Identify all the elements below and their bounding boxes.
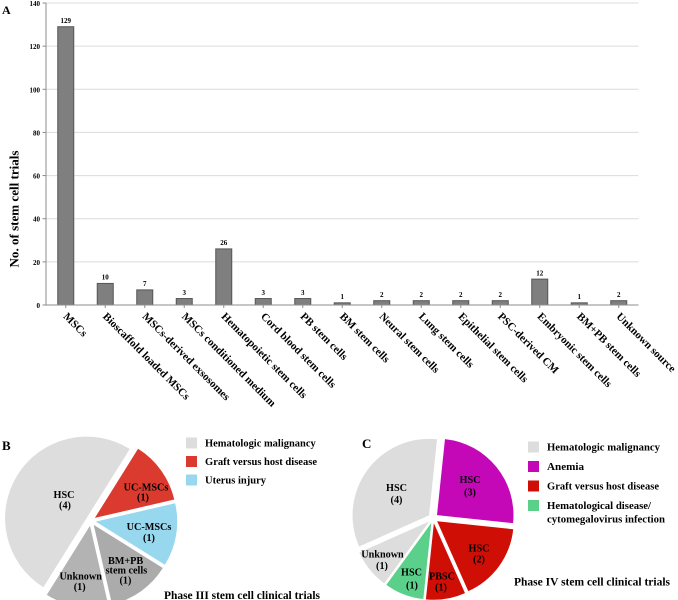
svg-text:(1): (1): [435, 582, 447, 593]
svg-text:(1): (1): [74, 582, 86, 593]
svg-text:120: 120: [30, 43, 41, 51]
svg-text:2: 2: [420, 291, 424, 299]
svg-text:(3): (3): [464, 487, 476, 498]
svg-text:2: 2: [499, 291, 503, 299]
svg-text:Phase IV stem cell clinical tr: Phase IV stem cell clinical trials: [514, 575, 670, 589]
svg-text:UC-MSCs: UC-MSCs: [127, 522, 172, 533]
svg-text:A: A: [2, 3, 11, 17]
svg-text:Graft versus host disease: Graft versus host disease: [547, 482, 659, 493]
svg-text:20: 20: [33, 259, 41, 267]
svg-text:HSC: HSC: [401, 567, 422, 578]
svg-text:1: 1: [341, 293, 345, 301]
svg-text:(1): (1): [143, 533, 155, 544]
svg-text:3: 3: [262, 289, 266, 297]
svg-text:0: 0: [37, 302, 41, 310]
svg-text:HSC: HSC: [386, 483, 407, 494]
svg-text:2: 2: [617, 291, 621, 299]
svg-text:HSC: HSC: [54, 490, 75, 501]
svg-text:80: 80: [33, 129, 41, 137]
svg-text:2: 2: [459, 291, 463, 299]
svg-text:100: 100: [30, 86, 41, 94]
svg-text:cytomegalovirus infection: cytomegalovirus infection: [547, 515, 665, 526]
svg-text:129: 129: [61, 17, 72, 25]
svg-text:stem cells: stem cells: [106, 566, 148, 577]
svg-text:HSC: HSC: [460, 475, 481, 486]
svg-text:Hematologic malignancy: Hematologic malignancy: [205, 439, 316, 450]
svg-text:3: 3: [183, 289, 187, 297]
svg-text:2: 2: [380, 291, 384, 299]
svg-text:PBSC: PBSC: [429, 571, 455, 582]
svg-text:10: 10: [102, 274, 110, 282]
svg-text:60: 60: [33, 173, 41, 181]
svg-text:(1): (1): [406, 580, 418, 591]
svg-text:C: C: [362, 436, 371, 451]
svg-text:Graft versus host disease: Graft versus host disease: [205, 457, 317, 468]
svg-text:HSC: HSC: [469, 543, 490, 554]
svg-text:140: 140: [30, 0, 41, 8]
svg-text:Anemia: Anemia: [547, 462, 585, 473]
svg-text:7: 7: [143, 280, 147, 288]
svg-text:Unknown: Unknown: [361, 549, 404, 560]
svg-text:26: 26: [220, 239, 228, 247]
svg-text:UC-MSCs: UC-MSCs: [124, 482, 169, 493]
svg-text:No. of stem cell trials: No. of stem cell trials: [7, 151, 22, 268]
svg-text:1: 1: [578, 293, 582, 301]
svg-text:(2): (2): [473, 554, 485, 565]
svg-text:(1): (1): [376, 561, 388, 572]
svg-text:40: 40: [33, 216, 41, 224]
svg-text:(1): (1): [137, 492, 149, 503]
svg-text:Hematologic malignancy: Hematologic malignancy: [547, 443, 661, 454]
svg-text:Uterus injury: Uterus injury: [205, 476, 267, 487]
svg-text:Hematological disease/: Hematological disease/: [547, 501, 652, 512]
svg-text:Unknown: Unknown: [59, 572, 102, 583]
svg-text:12: 12: [536, 269, 544, 277]
svg-text:Phase III stem cell clinical t: Phase III stem cell clinical trials: [164, 588, 320, 600]
svg-text:(4): (4): [59, 500, 71, 511]
svg-text:B: B: [2, 438, 11, 453]
svg-text:(4): (4): [391, 495, 403, 506]
svg-text:(1): (1): [119, 575, 131, 586]
svg-text:BM+PB: BM+PB: [108, 556, 143, 567]
svg-text:3: 3: [301, 289, 305, 297]
